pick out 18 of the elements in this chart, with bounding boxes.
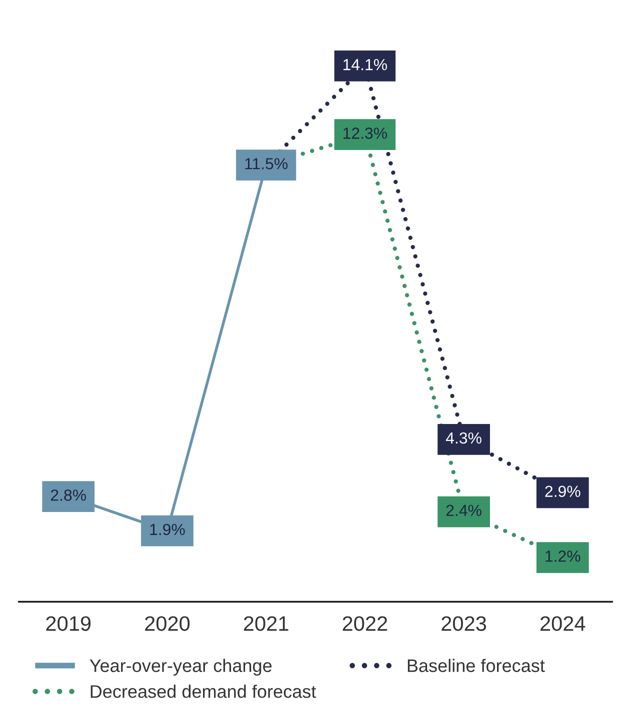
data-label: 2.9% — [545, 486, 580, 498]
x-tick-label: 2024 — [540, 616, 586, 631]
x-tick-label: 2023 — [442, 616, 486, 631]
data-label: 1.9% — [150, 524, 185, 536]
x-tick-label: 2022 — [342, 616, 388, 631]
data-label: 12.3% — [344, 128, 388, 139]
x-tick-label: 2019 — [46, 616, 91, 631]
data-label: 14.1% — [344, 59, 388, 70]
legend-label: Decreased demand forecast — [90, 684, 316, 698]
data-label: 2.4% — [446, 504, 482, 516]
data-label: 4.3% — [446, 432, 482, 444]
legend-label: Year-over-year change — [90, 658, 272, 676]
data-label: 11.5% — [245, 158, 288, 170]
data-label: 1.2% — [546, 550, 580, 562]
x-tick-label: 2021 — [244, 616, 288, 631]
data-label: 2.8% — [50, 490, 86, 501]
x-tick-label: 2020 — [145, 616, 190, 631]
legend-label: Baseline forecast — [408, 658, 545, 672]
